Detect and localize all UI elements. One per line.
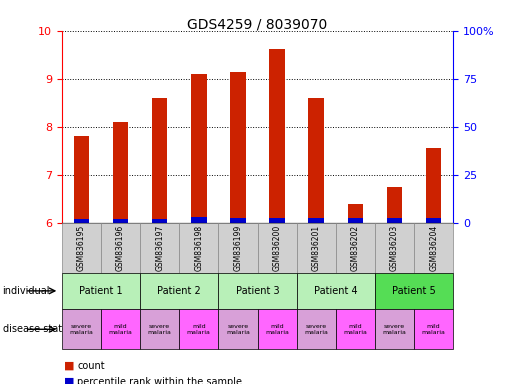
Text: GSM836197: GSM836197 bbox=[155, 225, 164, 271]
Text: mild
malaria: mild malaria bbox=[422, 324, 445, 335]
Bar bbox=[308, 218, 324, 223]
Bar bbox=[426, 218, 441, 223]
Bar bbox=[348, 204, 363, 223]
Text: disease state: disease state bbox=[3, 324, 67, 334]
Bar bbox=[230, 218, 246, 223]
Text: mild
malaria: mild malaria bbox=[109, 324, 132, 335]
Text: GSM836203: GSM836203 bbox=[390, 225, 399, 271]
Text: Patient 3: Patient 3 bbox=[236, 286, 279, 296]
Text: severe
malaria: severe malaria bbox=[383, 324, 406, 335]
Bar bbox=[269, 218, 285, 223]
Text: ■: ■ bbox=[64, 377, 75, 384]
Text: GSM836200: GSM836200 bbox=[272, 225, 282, 271]
Text: GSM836196: GSM836196 bbox=[116, 225, 125, 271]
Text: severe
malaria: severe malaria bbox=[148, 324, 171, 335]
Text: count: count bbox=[77, 361, 105, 371]
Bar bbox=[269, 49, 285, 223]
Bar bbox=[348, 218, 363, 223]
Text: mild
malaria: mild malaria bbox=[265, 324, 289, 335]
Text: Patient 5: Patient 5 bbox=[392, 286, 436, 296]
Text: individual: individual bbox=[3, 286, 50, 296]
Text: GDS4259 / 8039070: GDS4259 / 8039070 bbox=[187, 17, 328, 31]
Text: GSM836202: GSM836202 bbox=[351, 225, 360, 271]
Text: severe
malaria: severe malaria bbox=[226, 324, 250, 335]
Text: Patient 1: Patient 1 bbox=[79, 286, 123, 296]
Bar bbox=[152, 219, 167, 223]
Bar bbox=[74, 219, 89, 223]
Text: Patient 4: Patient 4 bbox=[314, 286, 357, 296]
Bar bbox=[387, 218, 402, 223]
Bar bbox=[191, 74, 207, 223]
Bar bbox=[426, 148, 441, 223]
Bar bbox=[387, 187, 402, 223]
Text: GSM836204: GSM836204 bbox=[429, 225, 438, 271]
Text: percentile rank within the sample: percentile rank within the sample bbox=[77, 377, 242, 384]
Bar bbox=[113, 219, 128, 223]
Text: GSM836198: GSM836198 bbox=[194, 225, 203, 271]
Text: GSM836201: GSM836201 bbox=[312, 225, 321, 271]
Bar bbox=[230, 71, 246, 223]
Text: GSM836195: GSM836195 bbox=[77, 225, 86, 271]
Bar bbox=[113, 122, 128, 223]
Bar bbox=[152, 98, 167, 223]
Text: severe
malaria: severe malaria bbox=[70, 324, 93, 335]
Bar bbox=[74, 136, 89, 223]
Text: mild
malaria: mild malaria bbox=[344, 324, 367, 335]
Text: Patient 2: Patient 2 bbox=[158, 286, 201, 296]
Text: severe
malaria: severe malaria bbox=[304, 324, 328, 335]
Bar bbox=[308, 98, 324, 223]
Text: mild
malaria: mild malaria bbox=[187, 324, 211, 335]
Text: GSM836199: GSM836199 bbox=[233, 225, 243, 271]
Text: ■: ■ bbox=[64, 361, 75, 371]
Bar bbox=[191, 217, 207, 223]
